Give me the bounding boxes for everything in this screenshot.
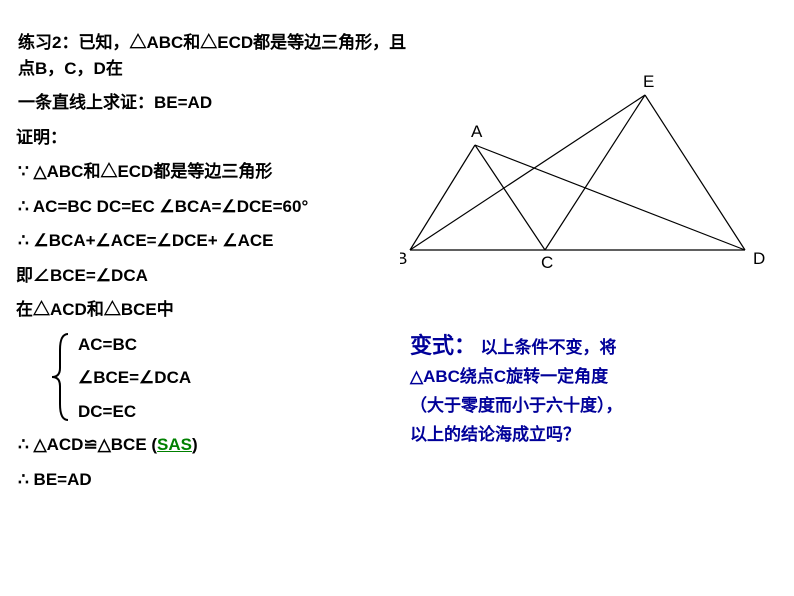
brace-line-1: AC=BC — [78, 332, 418, 358]
brace-line-3: DC=EC — [78, 399, 418, 425]
brace-system: AC=BC ∠BCE=∠DCA DC=EC — [58, 332, 418, 425]
variant-title: 变式： — [410, 333, 476, 358]
sas-link[interactable]: SAS — [157, 435, 192, 454]
step-6: ∴ △ACD≌△BCE (SAS) — [18, 432, 418, 458]
title-line-2: 一条直线上求证：BE=AD — [18, 90, 418, 116]
variant-line-3: （大于零度而小于六十度）， — [410, 392, 623, 421]
triangle-diagram: A E B C D — [400, 70, 780, 280]
step-5: 在△ACD和△BCE中 — [16, 297, 418, 323]
step-2: ∴ AC=BC DC=EC ∠BCA=∠DCE=60° — [18, 194, 418, 220]
proof-start: 证明： — [16, 125, 418, 151]
step-4: 即∠BCE=∠DCA — [16, 263, 418, 289]
svg-text:A: A — [471, 122, 483, 141]
curly-brace-icon — [50, 332, 74, 422]
svg-text:B: B — [400, 249, 407, 268]
brace-line-2: ∠BCE=∠DCA — [78, 365, 418, 391]
variant-line-4: 以上的结论海成立吗？ — [410, 421, 580, 450]
title-line-1: 练习2：已知，△ABC和△ECD都是等边三角形，且点B，C，D在 — [18, 30, 418, 81]
svg-text:E: E — [643, 72, 654, 91]
variant-box: 变式： 以上条件不变，将 △ABC绕点C旋转一定角度 （大于零度而小于六十度），… — [410, 328, 740, 450]
proof-text: 练习2：已知，△ABC和△ECD都是等边三角形，且点B，C，D在 一条直线上求证… — [18, 30, 418, 501]
svg-text:D: D — [753, 249, 765, 268]
svg-text:C: C — [541, 253, 553, 272]
variant-line-1: 以上条件不变，将 — [480, 338, 616, 357]
step-1: ∵ △ABC和△ECD都是等边三角形 — [18, 159, 418, 185]
variant-line-2: △ABC绕点C旋转一定角度 — [410, 363, 608, 392]
step-7: ∴ BE=AD — [18, 467, 418, 493]
close-paren: ) — [192, 435, 198, 454]
step-3: ∴ ∠BCA+∠ACE=∠DCE+ ∠ACE — [18, 228, 418, 254]
congruent-text: ∴ △ACD≌△BCE ( — [18, 435, 157, 454]
